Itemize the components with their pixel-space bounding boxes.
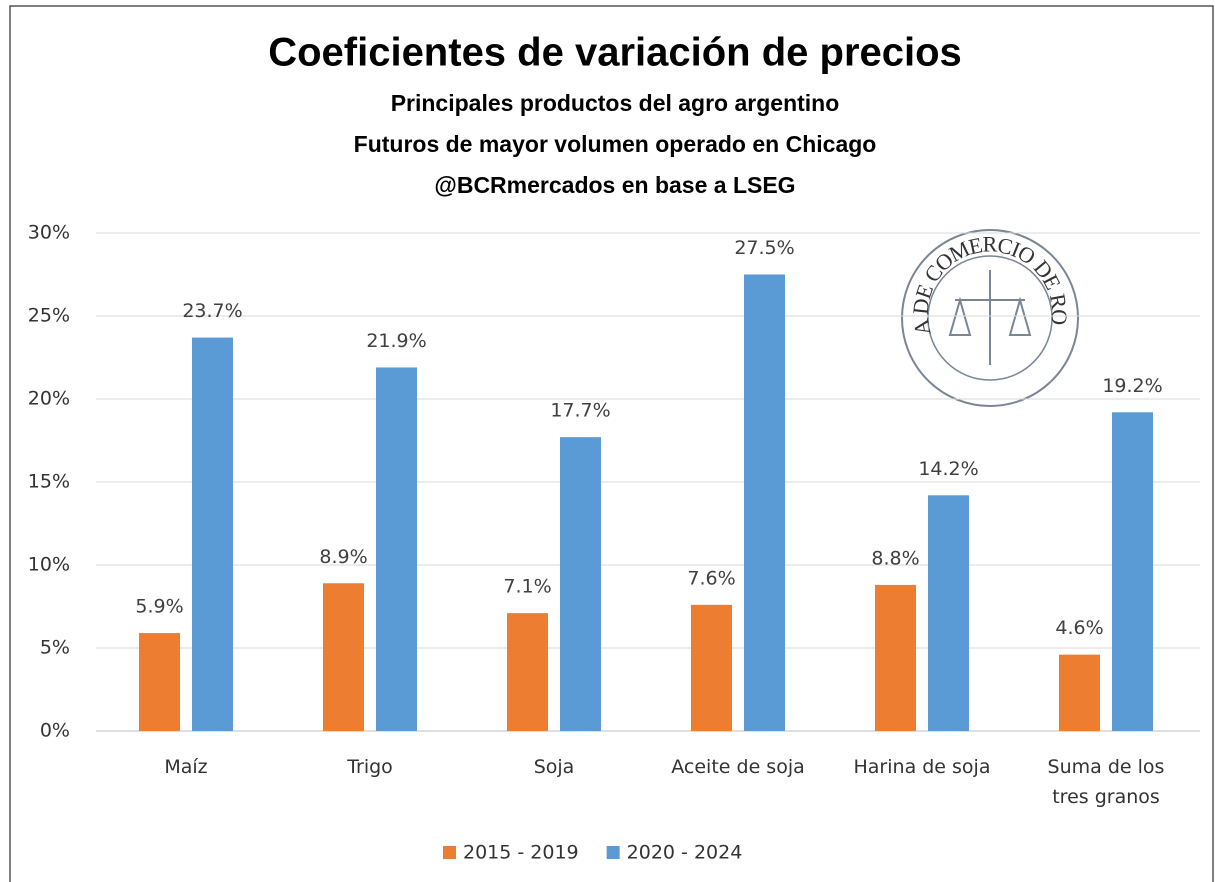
x-tick-label-box: Harina de soja xyxy=(853,756,991,778)
value-label: 21.9% xyxy=(366,330,426,352)
legend-swatch xyxy=(606,846,620,859)
bar xyxy=(376,367,417,731)
value-label: 7.1% xyxy=(503,576,551,598)
x-tick-label-box: Aceite de soja xyxy=(671,756,805,778)
bar xyxy=(507,613,548,731)
bar xyxy=(323,583,364,731)
value-label: 4.6% xyxy=(1055,617,1103,639)
bar xyxy=(192,337,233,731)
x-tick-label-box: Suma de los tres granos xyxy=(1047,756,1165,808)
value-label: 8.8% xyxy=(871,547,919,569)
bar xyxy=(691,604,732,731)
chart-title: Coeficientes de variación de precios xyxy=(268,31,962,75)
x-tick-label: Trigo xyxy=(347,756,393,778)
y-tick-label: 30% xyxy=(28,222,70,244)
subtitle: Principales productos del agro argentino xyxy=(391,90,840,116)
y-tick-label: 10% xyxy=(28,554,70,576)
value-label: 23.7% xyxy=(182,300,242,322)
x-tick-label-box: Trigo xyxy=(347,756,393,778)
x-tick-label: Aceite de soja xyxy=(671,756,805,778)
bar xyxy=(744,274,785,731)
y-tick-label: 20% xyxy=(28,388,70,410)
value-label: 17.7% xyxy=(550,400,610,422)
x-tick-label: Maíz xyxy=(164,756,208,778)
x-tick-label-box: Soja xyxy=(533,756,575,778)
logo-icon xyxy=(948,270,1032,365)
bar xyxy=(139,633,180,731)
y-tick-label: 0% xyxy=(40,720,70,742)
subtitle: Futuros de mayor volumen operado en Chic… xyxy=(354,131,877,157)
value-label: 8.9% xyxy=(319,546,367,568)
bar xyxy=(875,584,916,731)
value-label: 7.6% xyxy=(687,567,735,589)
x-tick-label: Harina de soja xyxy=(853,756,991,778)
value-label: 19.2% xyxy=(1102,375,1162,397)
x-tick-label: Soja xyxy=(533,756,575,778)
x-tick-label-box: Maíz xyxy=(164,756,208,778)
legend-label: 2020 - 2024 xyxy=(627,842,743,864)
subtitle: @BCRmercados en base a LSEG xyxy=(434,172,795,198)
bar xyxy=(560,437,601,731)
value-label: 14.2% xyxy=(918,458,978,480)
bar xyxy=(1112,412,1153,731)
y-tick-label: 5% xyxy=(40,637,70,659)
legend-label: 2015 - 2019 xyxy=(463,842,579,864)
y-tick-label: 25% xyxy=(28,305,70,327)
x-tick-label: Suma de los tres granos xyxy=(1047,756,1165,808)
value-label: 27.5% xyxy=(734,237,794,259)
legend-swatch xyxy=(443,846,456,859)
logo-ring xyxy=(927,255,1053,381)
bar xyxy=(928,495,969,731)
y-tick-label: 15% xyxy=(28,471,70,493)
bar xyxy=(1059,654,1100,731)
value-label: 5.9% xyxy=(135,596,183,618)
